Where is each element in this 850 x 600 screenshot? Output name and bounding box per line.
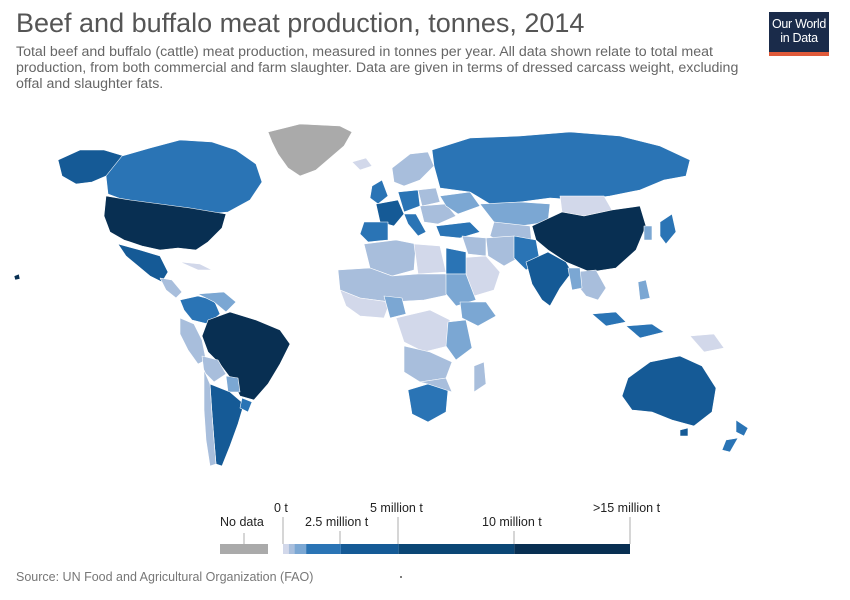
region-italy[interactable] [403, 213, 427, 237]
region-india[interactable] [525, 251, 573, 307]
decorative-dot [400, 576, 402, 578]
legend-bin-3 [306, 544, 341, 554]
region-kenya-tanzania[interactable] [445, 319, 473, 361]
region-libya[interactable] [413, 243, 447, 275]
chart-subtitle: Total beef and buffalo (cattle) meat pro… [16, 44, 739, 92]
legend-label-15m: >15 million t [593, 501, 661, 515]
legend: No data 0 t 2.5 million t 5 million t 10… [0, 495, 850, 565]
region-australia[interactable] [621, 355, 717, 427]
legend-label-5m: 5 million t [370, 501, 423, 515]
region-central-america[interactable] [159, 277, 183, 299]
region-ethiopia[interactable] [459, 301, 497, 327]
region-philippines[interactable] [637, 279, 651, 301]
region-france[interactable] [375, 199, 405, 227]
legend-scale [220, 517, 631, 554]
region-eastern-europe[interactable] [419, 203, 457, 225]
region-turkey[interactable] [435, 221, 481, 239]
logo-line-1: Our World [771, 17, 827, 31]
region-iceland[interactable] [351, 157, 373, 171]
region-russia[interactable] [431, 131, 691, 205]
region-chile[interactable] [203, 369, 217, 467]
region-brazil[interactable] [201, 311, 291, 401]
legend-bin-5 [398, 544, 515, 554]
logo-line-2: in Data [780, 31, 818, 45]
region-tasmania[interactable] [679, 427, 689, 437]
region-usa[interactable] [103, 195, 227, 251]
region-central-africa[interactable] [395, 309, 451, 353]
legend-label-10m: 10 million t [482, 515, 542, 529]
region-poland[interactable] [417, 187, 441, 207]
region-japan[interactable] [659, 213, 677, 245]
chart-title: Beef and buffalo meat production, tonnes… [16, 8, 585, 38]
legend-bin-6 [514, 544, 630, 554]
region-peru[interactable] [179, 317, 207, 365]
region-iran[interactable] [485, 235, 523, 267]
legend-bin-1 [288, 544, 295, 554]
region-nigeria[interactable] [383, 295, 407, 319]
legend-no-data-swatch [220, 544, 268, 554]
region-egypt[interactable] [445, 247, 467, 275]
legend-bin-0 [283, 544, 289, 554]
region-new-guinea[interactable] [689, 333, 725, 353]
region-caribbean[interactable] [179, 261, 213, 271]
region-scandinavia[interactable] [391, 151, 435, 187]
region-korea[interactable] [643, 225, 653, 241]
legend-bin-4 [340, 544, 399, 554]
region-bolivia[interactable] [201, 355, 227, 383]
region-south-africa[interactable] [407, 383, 449, 423]
region-angola-zambia[interactable] [403, 345, 453, 383]
legend-bin-2 [294, 544, 307, 554]
region-china[interactable] [531, 205, 647, 273]
region-uk[interactable] [369, 179, 389, 205]
legend-label-2-5m: 2.5 million t [305, 515, 369, 529]
region-venezuela[interactable] [197, 291, 237, 313]
region-iberia[interactable] [359, 221, 389, 243]
region-uruguay[interactable] [239, 397, 253, 413]
world-map [13, 123, 749, 467]
region-myanmar[interactable] [567, 267, 583, 291]
legend-no-data-label: No data [220, 515, 264, 529]
region-madagascar[interactable] [473, 361, 487, 393]
source-note: Source: UN Food and Agricultural Organiz… [16, 570, 314, 584]
region-ukraine[interactable] [439, 191, 481, 215]
region-west-africa[interactable] [339, 289, 391, 319]
region-new-zealand[interactable] [721, 419, 749, 453]
legend-label-zero: 0 t [274, 501, 288, 515]
region-indonesia[interactable] [591, 311, 665, 339]
region-greenland[interactable] [267, 123, 353, 177]
region-pacific-island[interactable] [13, 273, 21, 281]
legend-color-bins [283, 544, 630, 554]
region-paraguay[interactable] [225, 375, 241, 393]
region-southern-africa[interactable] [419, 377, 453, 393]
owid-logo[interactable]: Our World in Data [769, 12, 829, 56]
